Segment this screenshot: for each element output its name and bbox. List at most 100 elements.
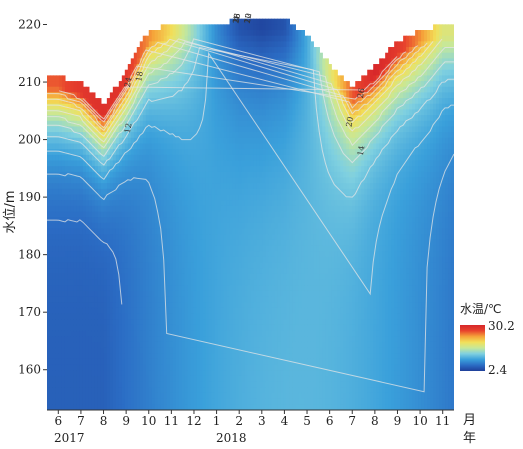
heatmap-cell [238,47,243,54]
heatmap-cell [226,307,231,315]
heatmap-cell [67,103,72,111]
heatmap-cell [250,81,255,88]
heatmap-cell [154,166,159,173]
heatmap-cell [67,115,72,122]
heatmap-cell [100,358,105,366]
heatmap-cell [217,103,222,111]
heatmap-cell [244,160,249,167]
heatmap-cell [190,381,195,388]
heatmap-cell [217,205,222,213]
heatmap-cell [247,41,252,48]
heatmap-cell [247,375,252,383]
heatmap-cell [196,149,201,156]
heatmap-cell [154,251,159,258]
heatmap-cell [268,81,273,88]
heatmap-cell [211,160,216,167]
heatmap-cell [91,392,96,400]
heatmap-cell [169,41,174,48]
heatmap-cell [202,222,207,230]
heatmap-cell [187,364,192,371]
heatmap-cell [247,353,252,360]
heatmap-cell [163,137,168,145]
heatmap-cell [61,228,66,235]
heatmap-cell [58,211,63,218]
heatmap-cell [52,109,57,116]
heatmap-cell [76,347,81,354]
heatmap-cell [58,222,63,230]
heatmap-cell [172,330,177,337]
heatmap-cell [169,171,174,179]
heatmap-cell [223,336,228,343]
heatmap-cell [190,92,195,99]
heatmap-cell [76,256,81,264]
heatmap-cell [85,183,90,190]
heatmap-cell [259,262,264,269]
heatmap-cell [133,251,138,258]
heatmap-cell [232,290,237,298]
heatmap-cell [142,149,147,156]
heatmap-cell [76,353,81,360]
heatmap-cell [94,273,99,281]
heatmap-cell [124,217,129,224]
heatmap-cell [223,347,228,354]
heatmap-cell [139,370,144,377]
heatmap-cell [208,211,213,218]
heatmap-cell [259,137,264,145]
heatmap-cell [250,52,255,59]
heatmap-cell [47,398,51,405]
heatmap-cell [199,279,204,286]
heatmap-cell [241,370,246,377]
heatmap-cell [85,149,90,156]
heatmap-cell [121,336,126,343]
heatmap-cell [202,149,207,156]
heatmap-cell [259,143,264,150]
heatmap-cell [58,347,63,354]
heatmap-cell [121,392,126,400]
heatmap-cell [79,98,84,105]
heatmap-cell [220,166,225,173]
heatmap-cell [193,166,198,173]
heatmap-cell [85,211,90,218]
heatmap-cell [220,103,225,111]
heatmap-cell [157,188,162,196]
heatmap-cell [64,137,69,145]
heatmap-cell [76,171,81,179]
heatmap-cell [229,160,234,167]
heatmap-cell [241,222,246,230]
heatmap-cell [220,222,225,230]
heatmap-cell [217,302,222,309]
heatmap-cell [67,404,72,410]
heatmap-cell [82,279,87,286]
heatmap-cell [88,387,93,394]
heatmap-cell [91,137,96,145]
heatmap-cell [85,268,90,275]
heatmap-cell [205,120,210,128]
heatmap-cell [55,375,60,383]
heatmap-cell [262,387,267,394]
heatmap-cell [196,404,201,410]
heatmap-cell [241,330,246,337]
heatmap-cell [130,177,135,184]
heatmap-cell [163,330,168,337]
heatmap-cell [157,81,162,88]
heatmap-cell [199,47,204,54]
heatmap-cell [211,217,216,224]
heatmap-cell [94,324,99,332]
heatmap-cell [160,296,165,303]
heatmap-cell [238,160,243,167]
heatmap-cell [181,171,186,179]
heatmap-cell [196,64,201,71]
heatmap-cell [49,115,54,122]
heatmap-cell [73,330,78,337]
heatmap-cell [58,387,63,394]
heatmap-cell [100,336,105,343]
heatmap-cell [145,341,150,349]
heatmap-cell [118,234,123,241]
heatmap-cell [130,256,135,264]
heatmap-cell [49,262,54,269]
heatmap-cell [103,341,108,349]
heatmap-cell [238,41,243,48]
heatmap-cell [202,137,207,145]
heatmap-cell [172,92,177,99]
heatmap-cell [148,398,153,405]
